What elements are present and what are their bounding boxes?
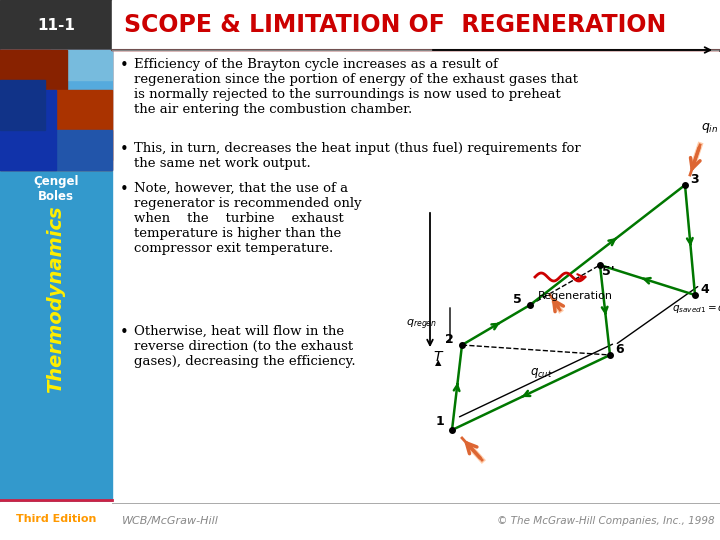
Bar <box>0 130 112 170</box>
Text: 4: 4 <box>700 283 708 296</box>
Text: •: • <box>120 182 129 197</box>
Text: $T$: $T$ <box>433 350 444 364</box>
Text: Çengel
Boles: Çengel Boles <box>33 175 78 203</box>
Bar <box>0 80 45 130</box>
Text: Otherwise, heat will flow in the
reverse direction (to the exhaust
gases), decre: Otherwise, heat will flow in the reverse… <box>134 325 356 368</box>
Bar <box>45 90 112 160</box>
Bar <box>0 50 112 502</box>
Text: $q_{in}$: $q_{in}$ <box>701 121 719 135</box>
Bar <box>0 50 112 90</box>
Text: $q_{cut}$: $q_{cut}$ <box>530 366 552 380</box>
Text: SCOPE & LIMITATION OF  REGENERATION: SCOPE & LIMITATION OF REGENERATION <box>124 13 666 37</box>
Text: 5': 5' <box>602 265 615 278</box>
Text: Thermodynamics: Thermodynamics <box>47 205 66 393</box>
Text: ▲: ▲ <box>435 359 441 368</box>
Text: Regeneration: Regeneration <box>538 291 613 301</box>
Text: $q_{regen}$: $q_{regen}$ <box>406 318 437 332</box>
Text: •: • <box>120 142 129 157</box>
Text: 3: 3 <box>690 173 698 186</box>
Text: Efficiency of the Brayton cycle increases as a result of
regeneration since the : Efficiency of the Brayton cycle increase… <box>134 58 578 116</box>
Text: •: • <box>120 58 129 73</box>
Bar <box>0 50 67 110</box>
Text: 1: 1 <box>436 415 444 428</box>
Bar <box>0 90 56 170</box>
Text: •: • <box>120 325 129 340</box>
Bar <box>0 50 112 80</box>
Bar <box>0 50 50 140</box>
Text: © The McGraw-Hill Companies, Inc., 1998: © The McGraw-Hill Companies, Inc., 1998 <box>498 516 715 526</box>
Text: 6: 6 <box>615 343 624 356</box>
Text: 2: 2 <box>445 333 454 346</box>
Bar <box>112 0 720 50</box>
Text: Third Edition: Third Edition <box>16 514 96 524</box>
Text: 11-1: 11-1 <box>37 17 75 32</box>
Text: 5: 5 <box>513 293 522 306</box>
Bar <box>0 502 720 540</box>
Text: $q_{saved1}=q_{regen}$: $q_{saved1}=q_{regen}$ <box>672 304 720 316</box>
Bar <box>0 50 112 170</box>
Text: Note, however, that the use of a
regenerator is recommended only
when    the    : Note, however, that the use of a regener… <box>134 182 361 255</box>
Text: WCB/McGraw-Hill: WCB/McGraw-Hill <box>122 516 219 526</box>
Bar <box>0 0 112 50</box>
Text: This, in turn, decreases the heat input (thus fuel) requirements for
the same ne: This, in turn, decreases the heat input … <box>134 142 581 170</box>
Text: $s$: $s$ <box>718 42 720 55</box>
